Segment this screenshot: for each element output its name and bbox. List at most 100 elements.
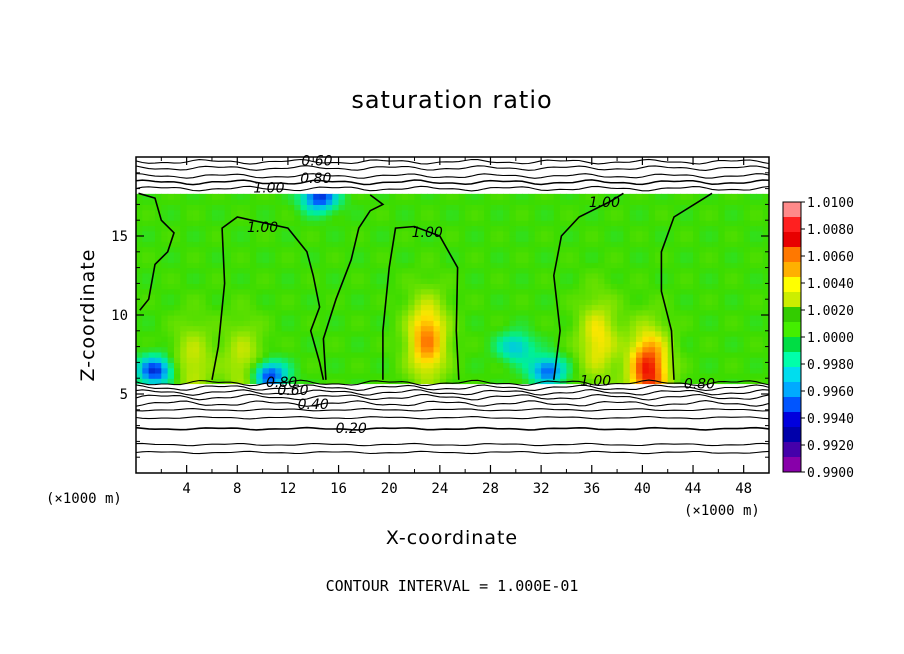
field-cell [414,251,422,258]
field-cell [313,320,321,327]
field-cell [325,251,333,258]
field-cell [680,262,688,269]
field-cell [294,330,302,337]
field-cell [389,378,397,385]
field-cell [731,293,738,300]
field-cell [762,341,769,348]
field-cell [547,236,555,242]
field-cell [370,257,378,263]
field-cell [319,320,327,327]
field-cell [477,320,485,327]
field-cell [351,304,359,311]
field-cell [256,362,264,369]
field-cell [446,351,454,358]
field-cell [389,293,397,300]
field-cell [161,267,169,274]
field-cell [173,204,181,211]
field-cell [287,357,295,363]
field-cell [420,241,428,248]
field-cell [541,225,549,232]
field-cell [667,257,675,263]
field-cell [648,351,656,358]
field-cell [192,325,200,332]
field-cell [363,209,371,216]
field-cell [161,262,169,269]
field-cell [458,251,466,258]
field-cell [490,251,498,258]
field-cell [731,372,738,379]
field-cell [173,214,181,221]
field-cell [731,351,738,358]
field-cell [636,278,643,284]
field-cell [579,214,587,221]
field-cell [667,246,675,253]
field-cell [572,199,580,205]
field-cell [161,278,169,284]
field-cell [344,267,352,274]
field-cell [186,304,194,311]
field-cell [743,325,751,332]
field-cell [414,293,422,300]
field-cell [338,267,346,274]
field-cell [667,341,675,348]
field-cell [655,309,662,316]
field-cell [256,272,264,279]
field-cell [439,283,447,290]
colorbar-label: 0.9920 [807,439,854,454]
field-cell [294,204,302,211]
field-cell [433,272,441,279]
field-cell [553,278,561,284]
field-cell [541,315,549,321]
field-cell [446,330,454,337]
field-cell [693,283,700,290]
field-cell [344,288,352,295]
field-cell [686,362,694,369]
field-cell [300,336,308,342]
contour-line [136,389,769,396]
field-cell [667,309,675,316]
field-cell [256,209,264,216]
field-cell [629,283,637,290]
field-cell [256,309,264,316]
field-cell [186,246,194,253]
field-cell [142,372,150,379]
field-cell [180,230,188,237]
field-cell [237,241,245,248]
field-cell [230,309,238,316]
field-cell [173,320,181,327]
field-cell [515,341,523,348]
field-cell [572,257,580,263]
field-cell [756,262,764,269]
field-cell [142,246,150,253]
field-cell [623,193,631,200]
field-cell [490,315,498,321]
field-cell [458,325,466,332]
field-cell [484,193,492,200]
field-cell [541,288,549,295]
contour-line [136,158,769,165]
field-cell [699,351,707,358]
field-cell [186,272,194,279]
field-cell [534,251,542,258]
field-cell [382,336,390,342]
field-cell [661,283,669,290]
field-cell [515,309,523,316]
field-cell [686,367,694,374]
field-cell [433,246,441,253]
field-cell [306,351,314,358]
field-cell [199,367,207,374]
field-cell [598,199,606,205]
field-cell [230,230,238,237]
field-cell [408,204,416,211]
field-cell [452,204,460,211]
field-cell [642,230,650,237]
field-cell [256,330,264,337]
field-cell [408,309,416,316]
field-cell [617,246,625,253]
field-cell [699,357,707,363]
field-cell [585,362,593,369]
field-cell [623,299,631,306]
field-cell [712,209,719,216]
field-cell [243,304,251,311]
field-cell [528,193,536,200]
